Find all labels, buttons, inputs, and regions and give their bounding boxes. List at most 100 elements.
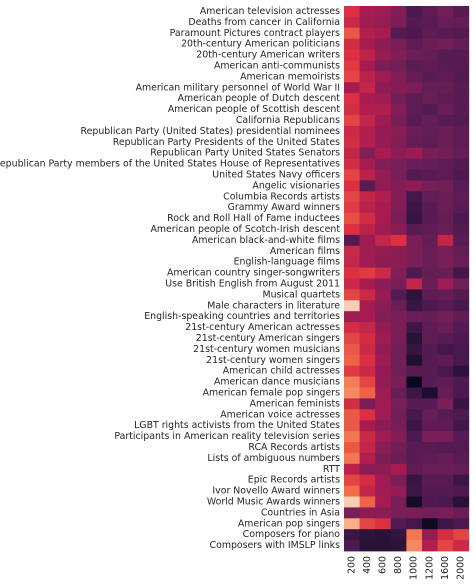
heatmap-cell xyxy=(390,136,407,149)
heatmap-cell xyxy=(437,376,454,388)
heatmap-cell xyxy=(375,136,392,149)
heatmap-cell xyxy=(375,398,392,410)
heatmap-cell xyxy=(422,136,438,149)
heatmap-cell xyxy=(375,376,392,388)
heatmap-cell xyxy=(422,6,438,18)
heatmap-cell xyxy=(344,365,360,377)
heatmap-cell xyxy=(437,300,454,312)
heatmap-cell xyxy=(390,213,407,225)
heatmap-cell xyxy=(453,354,470,367)
heatmap-cell xyxy=(359,267,376,279)
column-tick-label: 600 xyxy=(378,556,389,574)
heatmap-cell xyxy=(437,93,454,105)
heatmap-cell xyxy=(453,60,470,72)
heatmap-cell xyxy=(406,496,423,508)
heatmap-cell xyxy=(359,191,376,203)
heatmap-cell xyxy=(390,409,407,421)
heatmap-cell xyxy=(453,256,470,268)
heatmap-cell xyxy=(359,376,376,388)
heatmap-cell xyxy=(390,27,407,40)
heatmap-cell xyxy=(344,431,360,443)
heatmap-cell xyxy=(344,6,360,18)
heatmap-cell xyxy=(406,398,423,410)
heatmap-cell xyxy=(453,365,470,377)
heatmap-cell xyxy=(375,311,392,323)
row-tick-label: Republican Party (United States) preside… xyxy=(81,126,341,137)
heatmap-cell xyxy=(344,60,360,72)
heatmap-cell xyxy=(375,16,392,29)
heatmap-cell xyxy=(437,485,454,497)
heatmap-cell xyxy=(390,529,407,541)
heatmap-cell xyxy=(406,6,423,18)
heatmap-cell xyxy=(453,333,470,345)
heatmap-cell xyxy=(406,213,423,225)
heatmap-cell xyxy=(375,267,392,279)
heatmap-cell xyxy=(406,485,423,497)
row-tick-label: Ivor Novello Award winners xyxy=(212,486,340,497)
heatmap-cell xyxy=(375,452,392,465)
heatmap-cell xyxy=(422,169,438,181)
row-tick-label: Use British English from August 2011 xyxy=(165,278,340,289)
heatmap-cell xyxy=(344,147,360,159)
heatmap-cell xyxy=(437,540,454,552)
heatmap-cell xyxy=(422,387,438,399)
heatmap-cell xyxy=(422,38,438,50)
heatmap-cell xyxy=(390,104,407,116)
heatmap-cell xyxy=(406,474,423,486)
heatmap-cell xyxy=(344,234,360,247)
row-tick-label: American films xyxy=(270,246,340,257)
row-tick-label: American child actresses xyxy=(223,366,340,377)
heatmap-cell xyxy=(453,115,470,127)
heatmap-cell xyxy=(437,234,454,247)
heatmap-cell xyxy=(390,420,407,432)
heatmap-cell xyxy=(344,27,360,40)
heatmap-cell xyxy=(359,496,376,508)
row-tick-label: World Music Awards winners xyxy=(207,496,340,507)
heatmap-cell xyxy=(422,27,438,40)
heatmap-cell xyxy=(359,333,376,345)
heatmap-cell xyxy=(359,213,376,225)
heatmap-cell xyxy=(375,289,392,301)
heatmap-cell xyxy=(344,452,360,465)
heatmap-cell xyxy=(422,93,438,105)
heatmap-cell xyxy=(422,540,438,552)
heatmap-cell xyxy=(422,256,438,268)
heatmap-cell xyxy=(344,180,360,192)
heatmap-cell xyxy=(344,343,360,356)
heatmap-cell xyxy=(406,16,423,29)
row-tick-label: American voice actresses xyxy=(220,409,340,420)
heatmap-cell xyxy=(359,38,376,50)
heatmap-cell xyxy=(453,245,470,258)
row-tick-label: American black-and-white films xyxy=(192,235,340,246)
heatmap-cell xyxy=(437,191,454,203)
row-tick-label: Deaths from cancer in California xyxy=(188,17,340,28)
heatmap-cell xyxy=(406,115,423,127)
column-labels: 200 400 600 800 1000 1200 1600 2000 xyxy=(346,556,466,580)
heatmap-cell xyxy=(422,49,438,61)
heatmap-cell xyxy=(390,267,407,279)
heatmap-cell xyxy=(390,474,407,486)
heatmap-cell xyxy=(406,234,423,247)
row-tick-label: American feminists xyxy=(250,398,341,409)
heatmap-cell xyxy=(344,387,360,399)
heatmap-cell xyxy=(375,60,392,72)
heatmap-cell xyxy=(344,169,360,181)
heatmap-cell xyxy=(359,125,376,138)
heatmap-cell xyxy=(437,60,454,72)
heatmap-cell xyxy=(359,420,376,432)
row-tick-label: American pop singers xyxy=(238,518,340,529)
heatmap-cell xyxy=(453,104,470,116)
heatmap-cell xyxy=(390,452,407,465)
row-tick-label: Rock and Roll Hall of Fame inductees xyxy=(167,213,340,224)
row-tick-label: Republican Party United States Senators xyxy=(150,148,340,159)
heatmap-cell xyxy=(344,256,360,268)
row-tick-label: Musical quartets xyxy=(263,289,341,300)
row-tick-label: Male characters in literature xyxy=(207,300,340,311)
heatmap-cell xyxy=(344,49,360,61)
heatmap-cell xyxy=(437,333,454,345)
heatmap-cell xyxy=(422,485,438,497)
heatmap-cell xyxy=(359,256,376,268)
heatmap-cell xyxy=(422,104,438,116)
row-tick-label: California Republicans xyxy=(236,115,340,126)
heatmap-cell xyxy=(344,16,360,29)
